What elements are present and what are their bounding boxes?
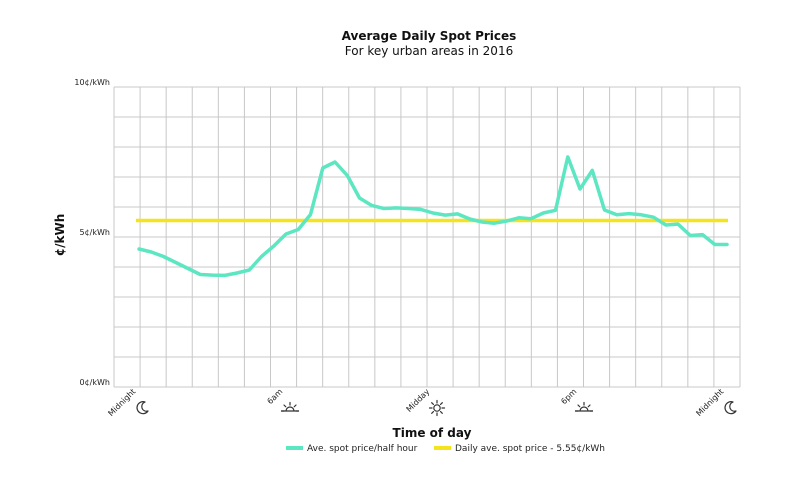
moon-icon <box>136 401 149 415</box>
spot-price-line <box>137 155 729 278</box>
y-axis-label: ¢/kWh <box>53 214 67 257</box>
x-tick-label: Midday <box>405 387 432 414</box>
moon-icon <box>724 401 737 415</box>
legend-item-daily-average: Daily ave. spot price - 5.55¢/kWh <box>434 444 605 454</box>
legend: Ave. spot price/half hour Daily ave. spo… <box>286 444 605 454</box>
y-tick-label: 5¢/kWh <box>80 228 111 237</box>
y-tick-label: 10¢/kWh <box>74 78 110 87</box>
y-axis-ticks: 0¢/kWh 5¢/kWh 10¢/kWh <box>74 78 110 387</box>
x-axis-label: Time of day <box>393 426 472 440</box>
chart-subtitle: For key urban areas in 2016 <box>345 44 513 58</box>
legend-label-spot-price: Ave. spot price/half hour <box>307 444 418 454</box>
x-tick-label: 6am <box>265 387 284 406</box>
y-tick-label: 0¢/kWh <box>80 378 111 387</box>
series-group <box>136 155 729 278</box>
x-tick-label: Midnight <box>694 387 725 418</box>
sun-icon <box>428 399 446 417</box>
sunset-icon <box>574 401 594 412</box>
x-tick-label: Midnight <box>106 387 137 418</box>
chart-grid <box>113 86 741 388</box>
sunrise-icon <box>280 401 300 412</box>
legend-label-daily-average: Daily ave. spot price - 5.55¢/kWh <box>455 444 605 454</box>
x-tick-label: 6pm <box>559 387 578 406</box>
legend-item-spot-price: Ave. spot price/half hour <box>286 444 418 454</box>
chart-title: Average Daily Spot Prices <box>342 29 517 43</box>
x-axis-ticks: Midnight 6am Midday 6pm Midnight <box>106 387 737 418</box>
